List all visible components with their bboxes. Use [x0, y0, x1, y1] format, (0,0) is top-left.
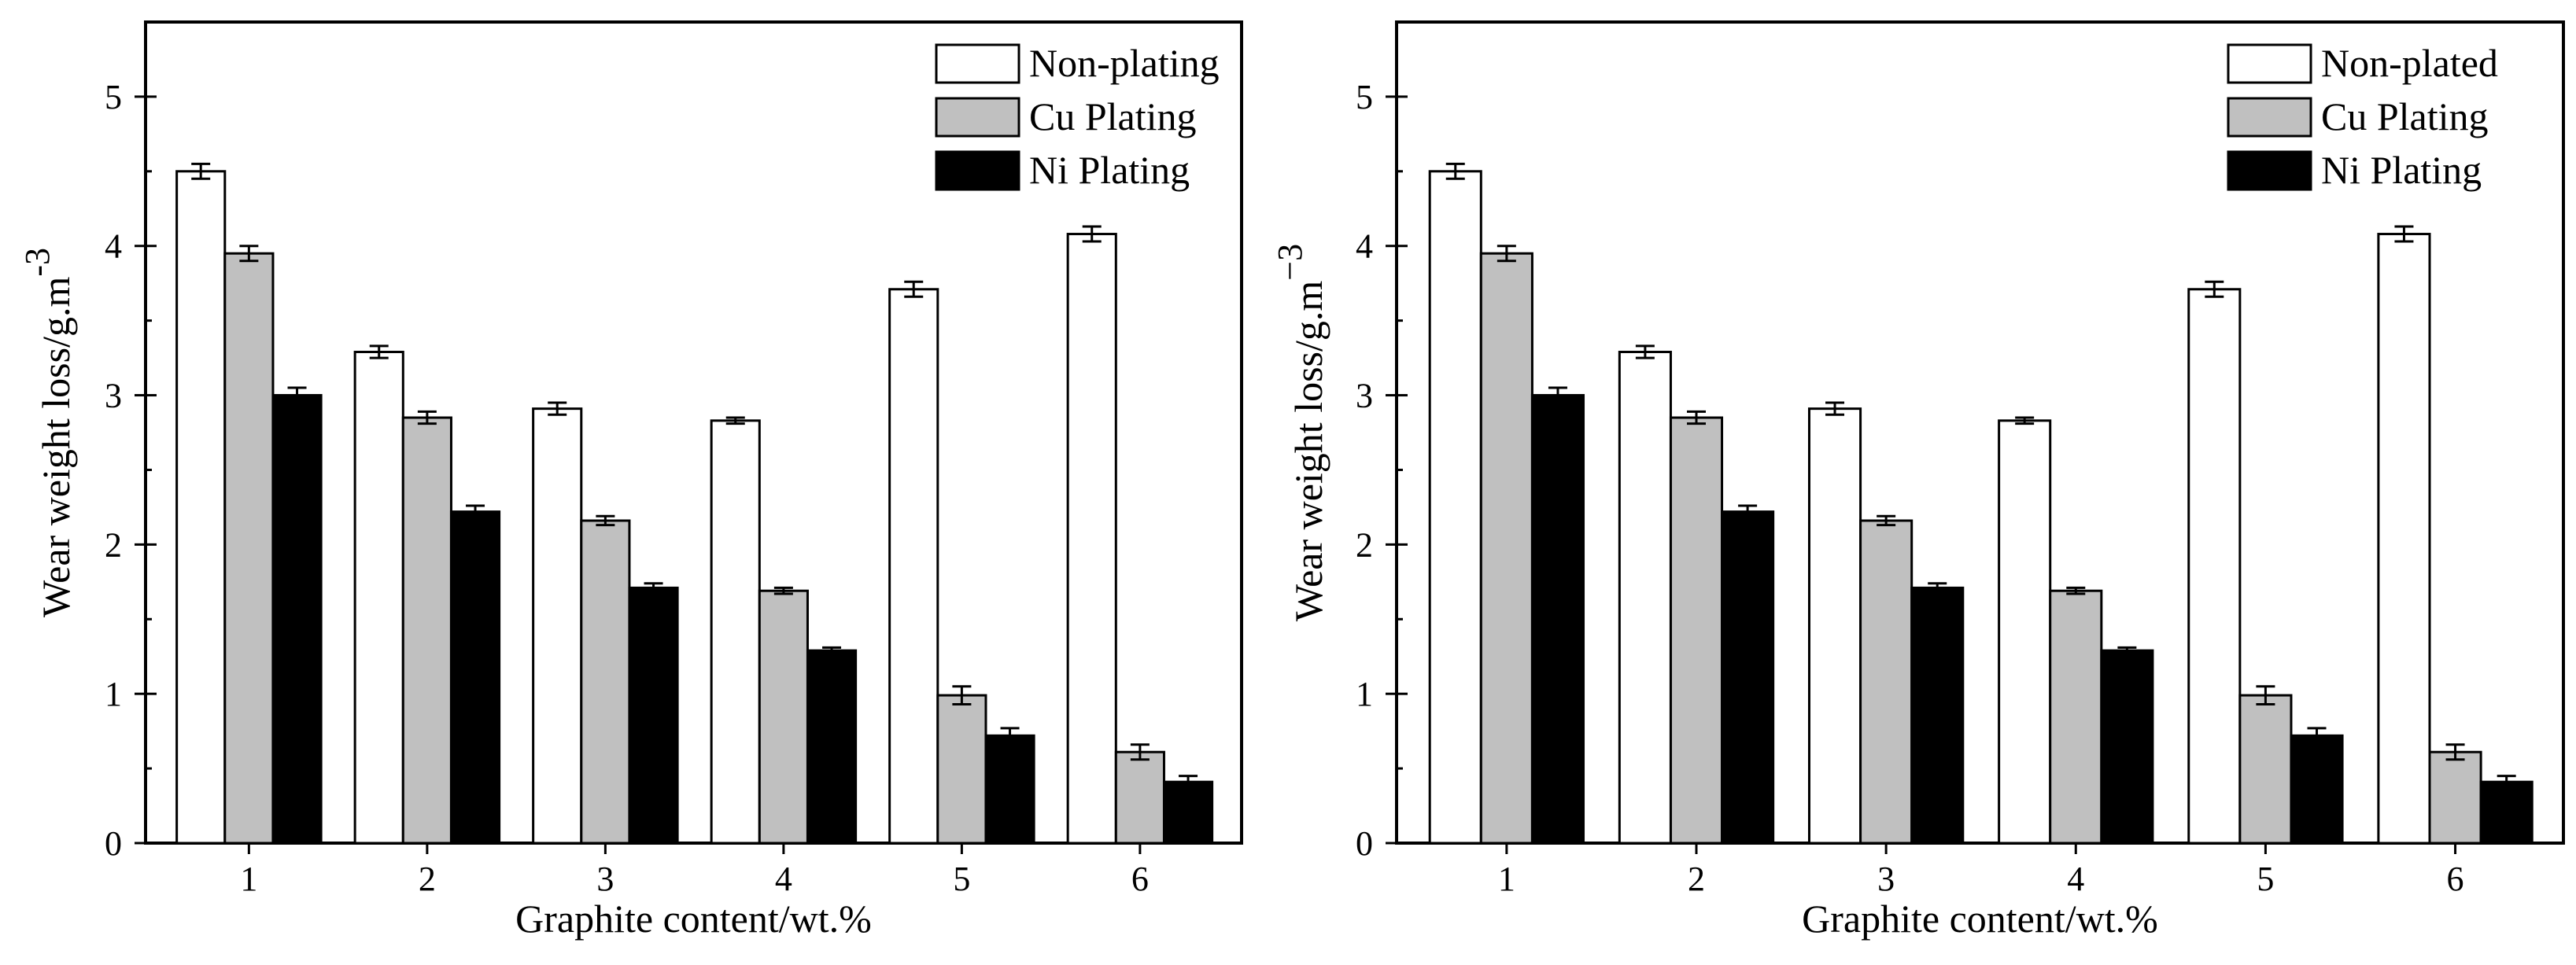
- x-tick-label: 3: [596, 860, 614, 898]
- legend-swatch: [935, 150, 1020, 191]
- x-tick-label: 2: [419, 860, 436, 898]
- chart-panel-2: 0 1 2 3 4 5 1 2 3 4 5 6 Graphite content/wt.% Wear we…: [1271, 20, 2565, 941]
- y-axis-label: Wear weight loss/g.m-3: [18, 248, 78, 617]
- bar-ni-plating-6: [2479, 780, 2534, 845]
- bar-ni-plating-5: [2290, 734, 2344, 845]
- x-tick-label: 6: [1131, 860, 1149, 898]
- bar-non-plating-5: [888, 288, 939, 845]
- chart-panel-1: 0 1 2 3 4 5 1 2 3 4 5 6 Graphite content/wt.% Wear we…: [18, 20, 1243, 941]
- plot-frame: [1395, 20, 2565, 845]
- bar-cu-plating-5: [936, 694, 987, 845]
- bar-cu-plating-5: [2238, 694, 2293, 845]
- bar-ni-plating-2: [449, 510, 501, 845]
- bar-ni-plating-4: [806, 649, 858, 845]
- legend-label: Cu Plating: [1029, 94, 1197, 138]
- bar-non-plated-3: [1807, 407, 1862, 845]
- x-tick-label: 4: [2067, 860, 2084, 898]
- x-tick-label: 2: [1688, 860, 1705, 898]
- bar-ni-plating-3: [1910, 586, 1965, 845]
- bar-ni-plating-6: [1162, 780, 1214, 845]
- y-tick-label: 2: [1356, 525, 1373, 564]
- legend-swatch: [2227, 43, 2312, 84]
- bar-cu-plating-3: [1859, 519, 1914, 845]
- y-tick-label: 4: [105, 227, 122, 266]
- bar-cu-plating-2: [1669, 416, 1724, 845]
- y-tick-label: 4: [1356, 227, 1373, 266]
- bar-cu-plating-4: [2049, 589, 2103, 845]
- x-axis-label: Graphite content/wt.%: [1802, 897, 2158, 941]
- y-tick-label: 0: [1356, 824, 1373, 863]
- bar-non-plating-1: [175, 170, 227, 845]
- y-tick-label: 3: [1356, 377, 1373, 415]
- bar-non-plating-4: [710, 419, 761, 845]
- bar-non-plated-4: [1998, 419, 2052, 845]
- legend: Non-plating Cu Plating Ni Plating: [935, 41, 1220, 192]
- x-tick-label: 6: [2447, 860, 2464, 898]
- legend-label: Ni Plating: [2321, 148, 2482, 192]
- x-axis-label: Graphite content/wt.%: [515, 897, 872, 941]
- plot-frame: [144, 20, 1243, 845]
- bar-non-plating-6: [1066, 233, 1117, 845]
- x-tick-label: 5: [2257, 860, 2274, 898]
- y-tick-label: 1: [1356, 675, 1373, 713]
- bar-cu-plating-1: [1479, 252, 1533, 845]
- y-axis-label: Wear weight loss/g.m−3: [1271, 244, 1330, 621]
- bar-cu-plating-4: [758, 589, 809, 845]
- x-tick-label: 3: [1877, 860, 1895, 898]
- bar-non-plated-6: [2377, 233, 2431, 845]
- y-tick-label: 2: [105, 525, 122, 564]
- y-axis-label-superscript: −3: [1271, 244, 1309, 281]
- y-axis-label-text: Wear weight loss/g.m: [1286, 281, 1330, 622]
- bar-cu-plating-6: [2428, 750, 2482, 845]
- x-tick-label: 1: [240, 860, 257, 898]
- bar-ni-plating-4: [2100, 649, 2154, 845]
- legend-label: Non-plated: [2321, 41, 2498, 85]
- y-tick-label: 5: [1356, 78, 1373, 116]
- bar-cu-plating-3: [580, 519, 631, 845]
- legend-label: Non-plating: [1029, 41, 1220, 85]
- y-tick-label: 1: [105, 675, 122, 713]
- bar-cu-plating-1: [223, 252, 275, 845]
- x-tick-label: 5: [953, 860, 970, 898]
- bar-ni-plating-3: [628, 586, 679, 845]
- legend-swatch: [935, 43, 1020, 84]
- bar-non-plated-5: [2187, 288, 2242, 845]
- y-tick-label: 0: [105, 824, 122, 863]
- legend: Non-plated Cu Plating Ni Plating: [2227, 41, 2498, 192]
- bar-ni-plating-5: [984, 734, 1035, 845]
- y-tick-label: 3: [105, 377, 122, 415]
- legend-label: Cu Plating: [2321, 94, 2489, 138]
- y-axis-label-superscript: -3: [18, 248, 57, 277]
- bar-non-plated-2: [1618, 350, 1672, 845]
- legend-swatch: [2227, 97, 2312, 138]
- bar-non-plating-3: [532, 407, 583, 845]
- x-tick-label: 4: [775, 860, 792, 898]
- bar-cu-plating-2: [401, 416, 452, 845]
- bar-ni-plating-2: [1721, 510, 1775, 845]
- bar-ni-plating-1: [271, 394, 323, 845]
- bar-ni-plating-1: [1530, 394, 1585, 845]
- bar-cu-plating-6: [1114, 750, 1165, 845]
- legend-swatch: [935, 97, 1020, 138]
- y-axis-label-text: Wear weight loss/g.m: [34, 277, 78, 618]
- bar-non-plated-1: [1428, 170, 1482, 845]
- legend-swatch: [2227, 150, 2312, 191]
- x-tick-label: 1: [1498, 860, 1515, 898]
- legend-label: Ni Plating: [1029, 148, 1190, 192]
- bar-non-plating-2: [353, 350, 404, 845]
- y-tick-label: 5: [105, 78, 122, 116]
